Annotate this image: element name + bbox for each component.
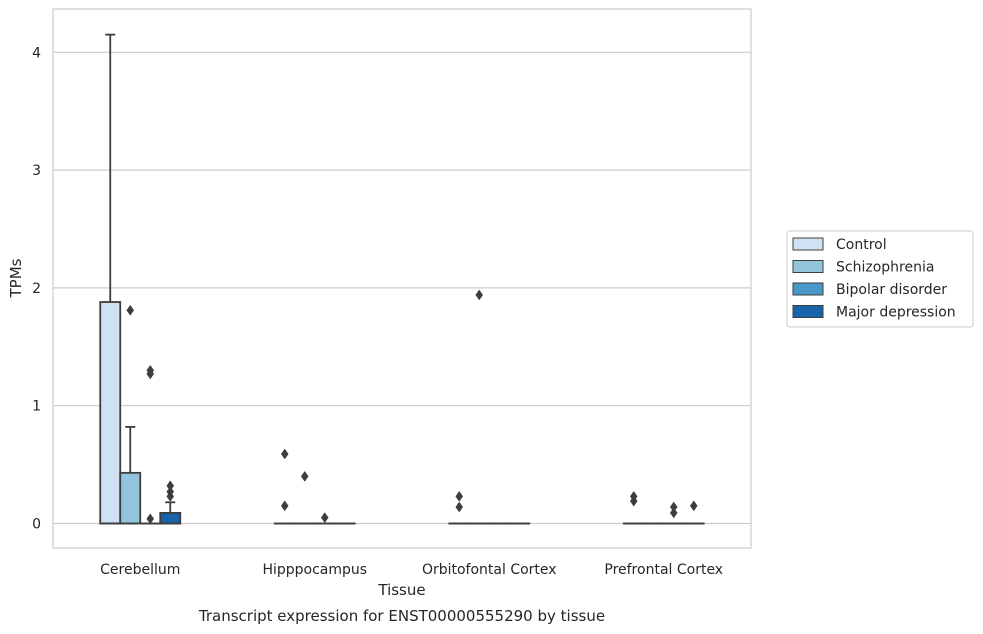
y-tick-label: 1 xyxy=(32,399,41,415)
chart-caption: Transcript expression for ENST0000055529… xyxy=(198,607,605,625)
legend-label: Control xyxy=(836,237,887,253)
box-group xyxy=(682,500,705,525)
outlier-point xyxy=(280,500,289,512)
outlier-point xyxy=(689,500,698,512)
y-tick-label: 0 xyxy=(32,517,41,533)
box-group xyxy=(622,490,645,525)
box-group xyxy=(662,501,685,525)
legend-label: Schizophrenia xyxy=(836,260,934,276)
outlier-point xyxy=(629,490,638,502)
y-axis-label: TPMs xyxy=(7,258,25,298)
y-tick-label: 3 xyxy=(32,163,41,179)
box-group xyxy=(99,33,122,525)
outlier-point xyxy=(280,448,289,460)
box xyxy=(99,301,122,525)
legend: Control Schizophrenia Bipolar disorder Majo… xyxy=(786,230,974,328)
box xyxy=(119,471,142,525)
box-groups xyxy=(99,33,705,525)
legend-swatch xyxy=(792,305,824,318)
y-tick-label: 4 xyxy=(32,45,41,61)
outlier-point xyxy=(166,486,175,498)
legend-label: Bipolar disorder xyxy=(836,282,947,298)
outlier-point xyxy=(455,490,464,502)
x-axis-ticks: Cerebellum Hipppocampus Orbitofontal Corte… xyxy=(100,562,723,578)
outlier-point xyxy=(126,304,135,316)
box-group xyxy=(139,364,162,525)
box-group xyxy=(119,304,142,525)
legend-swatch xyxy=(792,237,824,251)
x-tick-label: Hipppocampus xyxy=(262,562,367,578)
outlier-point xyxy=(146,364,155,376)
outlier-point xyxy=(300,470,309,482)
outlier-point xyxy=(475,289,484,301)
legend-label: Major depression xyxy=(836,305,956,321)
outlier-point xyxy=(166,480,175,492)
box-group xyxy=(159,480,182,525)
x-tick-label: Cerebellum xyxy=(100,562,180,578)
outlier-point xyxy=(320,512,329,524)
x-tick-label: Prefrontal Cortex xyxy=(604,562,723,578)
x-axis-label: Tissue xyxy=(377,581,425,599)
legend-swatch xyxy=(792,260,824,273)
plot-frame xyxy=(52,8,752,549)
outlier-point xyxy=(146,513,155,525)
legend-frame xyxy=(786,230,974,328)
outlier-point xyxy=(669,507,678,519)
y-tick-label: 2 xyxy=(32,281,41,297)
outlier-point xyxy=(669,501,678,513)
y-axis-ticks: 0 1 2 3 4 xyxy=(32,45,41,532)
outlier-point xyxy=(455,501,464,513)
x-tick-label: Orbitofontal Cortex xyxy=(422,562,557,578)
legend-swatch xyxy=(792,282,824,296)
box xyxy=(159,511,182,525)
